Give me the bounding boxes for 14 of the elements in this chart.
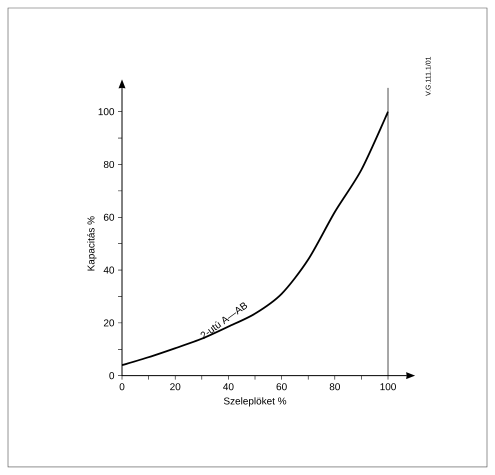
y-tick-label: 40 bbox=[104, 266, 114, 274]
y-axis-title: Kapacitás % bbox=[87, 216, 96, 271]
x-tick-label: 0 bbox=[120, 383, 124, 390]
y-tick-label: 100 bbox=[98, 108, 114, 116]
x-tick-label: 100 bbox=[380, 383, 396, 390]
x-tick-label: 60 bbox=[276, 383, 287, 390]
y-tick-label: 20 bbox=[104, 319, 114, 326]
x-tick-label: 20 bbox=[170, 383, 180, 390]
x-tick-label: 80 bbox=[330, 383, 340, 390]
y-tick-label: 0 bbox=[109, 372, 114, 380]
y-tick-label: 60 bbox=[104, 214, 114, 221]
x-tick-label: 40 bbox=[223, 383, 234, 390]
x-axis-title: Szeleplöket % bbox=[224, 397, 286, 406]
y-tick-label: 80 bbox=[104, 160, 114, 168]
